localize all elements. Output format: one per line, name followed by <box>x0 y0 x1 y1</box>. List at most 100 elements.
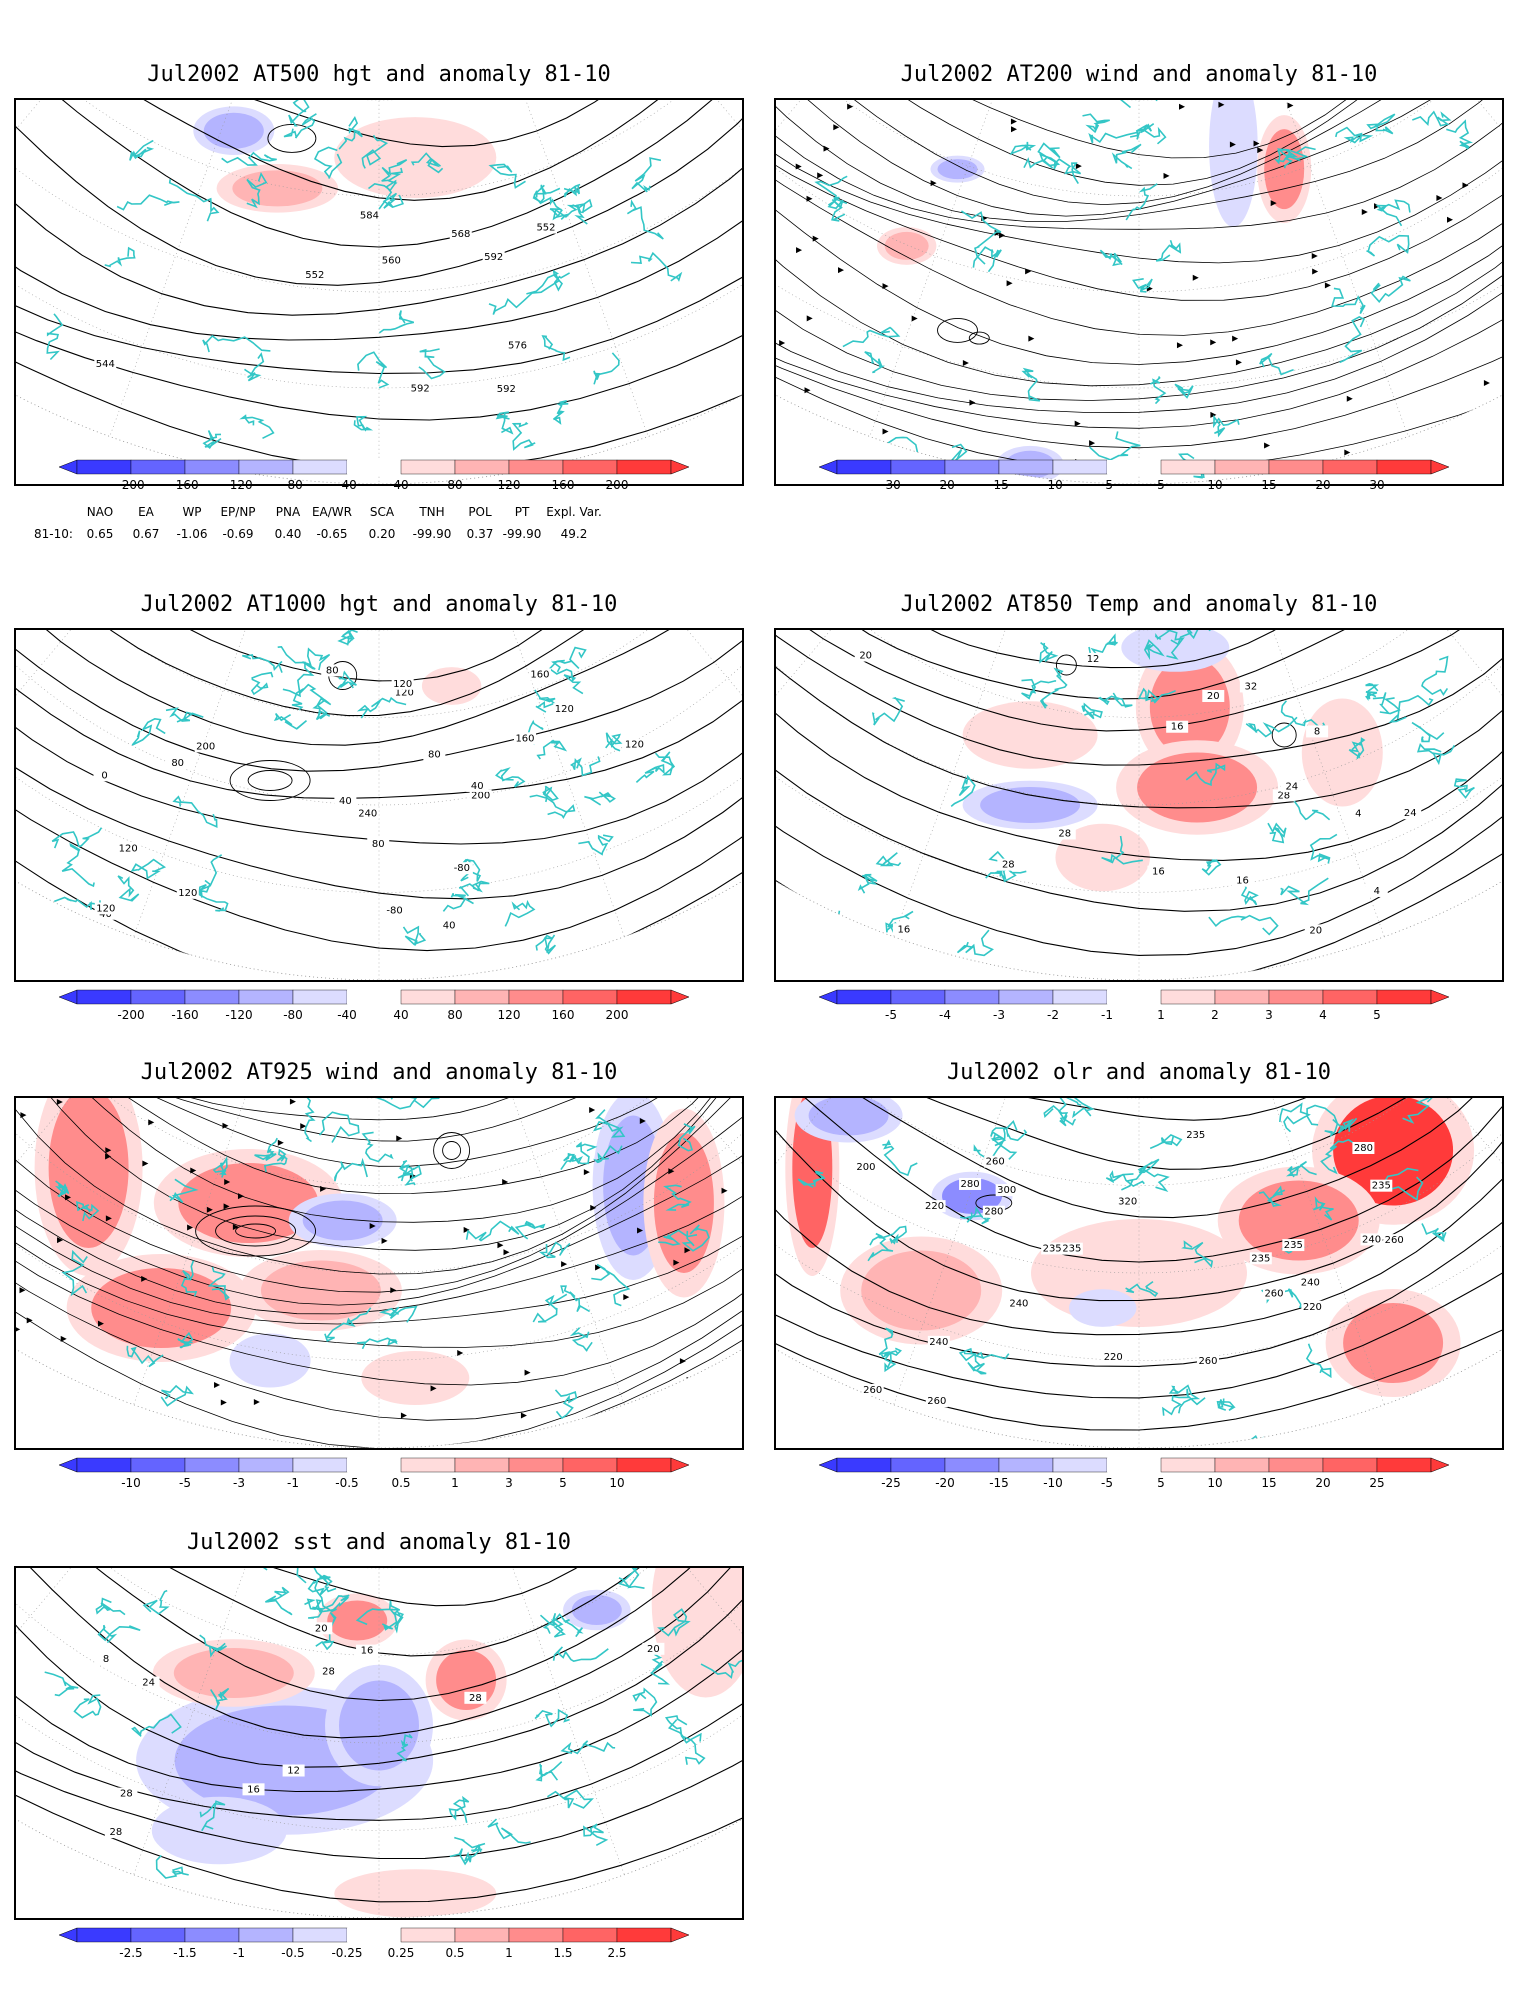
coastline <box>842 326 901 348</box>
coastline <box>1261 1288 1306 1308</box>
anomaly-shading <box>375 1358 456 1398</box>
coastline <box>569 1327 593 1352</box>
coastline <box>1332 1117 1358 1134</box>
contour-label-bg <box>984 1155 1007 1168</box>
coastline <box>1375 199 1411 227</box>
contour-label: 40 <box>339 796 352 807</box>
colorbar-segment <box>454 1927 510 1943</box>
coastline <box>592 1109 626 1138</box>
colorbar-segment <box>184 989 240 1005</box>
coastline <box>548 659 584 695</box>
coastline <box>960 210 1002 265</box>
colorbar-tick-label: 0.25 <box>388 1946 415 1960</box>
contour-label-bg <box>391 677 414 690</box>
contour-label-bg <box>383 904 406 917</box>
streamline-arrow <box>390 1287 397 1294</box>
coastline <box>635 764 665 783</box>
anomaly-shading <box>203 112 264 149</box>
colorbar-tick-label: 5 <box>1373 1008 1381 1022</box>
colorbar-segment <box>1268 989 1324 1005</box>
streamline-arrow <box>369 1222 376 1229</box>
panel-sst: Jul2002 sst and anomaly 81-10 8 12 16 16 20 2… <box>14 1528 744 1968</box>
contour-line <box>776 1098 1502 1302</box>
contour-label: 20 <box>647 1644 660 1655</box>
coastline <box>130 858 167 880</box>
contour-label-bg <box>115 1787 138 1800</box>
streamline-arrow <box>1344 449 1351 456</box>
contour-label: 40 <box>443 921 456 932</box>
colorbar-tick-label: 80 <box>447 478 462 492</box>
contour-label-bg <box>1365 884 1388 897</box>
contour-label-bg <box>513 732 536 745</box>
contour-line <box>16 1568 742 1607</box>
coastline <box>1446 119 1473 150</box>
coastline <box>239 414 275 440</box>
contour-label-bg <box>534 221 557 234</box>
coastline <box>535 1761 563 1782</box>
contour-line <box>16 1568 742 1739</box>
coastline <box>1132 278 1153 293</box>
coastline <box>1213 414 1240 438</box>
anomaly-shading <box>942 1178 1003 1214</box>
coastline <box>95 1597 126 1616</box>
coastline <box>263 1148 288 1172</box>
streamline-arrow <box>804 387 811 394</box>
contour-label: 235 <box>1062 1244 1081 1255</box>
colorbar-tick-label: 15 <box>1261 478 1276 492</box>
streamline-arrow <box>639 1118 646 1125</box>
latitude-circle <box>16 1098 742 1274</box>
contour-label: 120 <box>395 688 414 699</box>
colorbar-segment <box>347 460 401 474</box>
coastline <box>535 934 557 955</box>
colorbar-tick-label: 1 <box>451 1476 459 1490</box>
contour-label: 576 <box>508 340 527 351</box>
colorbar-segment <box>616 1927 672 1943</box>
streamline-arrow <box>105 1153 112 1160</box>
streamline-arrow <box>1447 216 1454 223</box>
contour-label: 40 <box>471 781 484 792</box>
colorbar-segment <box>1376 459 1432 475</box>
coastline <box>526 269 570 295</box>
contour-label: 260 <box>986 1157 1005 1168</box>
coastline <box>381 159 408 182</box>
coastline <box>1082 113 1110 134</box>
eof-value: 0.20 <box>368 527 395 541</box>
coastline <box>667 1719 706 1765</box>
contour-label-bg <box>1352 1141 1375 1154</box>
streamline-arrow <box>911 315 918 322</box>
contour-line <box>776 1098 1502 1263</box>
colorbar-segment <box>616 1457 672 1473</box>
coastline <box>250 671 274 696</box>
contour-line <box>776 630 1502 912</box>
coastline <box>378 310 415 334</box>
colorbar-tick-label: 0.5 <box>445 1946 464 1960</box>
streamline-arrow <box>277 1139 284 1146</box>
colorbar-tick-label: 1 <box>505 1946 513 1960</box>
contour-label: 16 <box>1152 867 1165 878</box>
coastline <box>549 204 582 221</box>
streamline-arrow <box>684 1247 691 1254</box>
colorbar-arrow-left <box>58 1457 78 1473</box>
contour-label-bg <box>449 228 472 241</box>
anomaly-shading <box>260 1260 381 1321</box>
colorbar-tick-label: -120 <box>225 478 252 492</box>
latitude-circle <box>776 100 1502 197</box>
contour-label-bg <box>380 254 403 267</box>
coastline <box>534 689 556 713</box>
coastline <box>591 1263 631 1307</box>
contour-label: 120 <box>393 679 412 690</box>
eof-value: -0.69 <box>222 527 253 541</box>
contour-label-bg <box>1282 1239 1305 1252</box>
contour-label-bg <box>367 838 390 851</box>
anomaly-shading <box>355 1875 476 1912</box>
colorbar-tick-label: 30 <box>1369 478 1384 492</box>
contour-label: 220 <box>1104 1352 1123 1363</box>
contour-label: 16 <box>361 1646 374 1657</box>
streamline-arrow <box>381 1237 388 1244</box>
colorbar-tick-label: 120 <box>498 478 521 492</box>
contour-closed <box>937 317 978 343</box>
coastline <box>180 1260 198 1297</box>
coastline <box>73 1694 102 1719</box>
streamline-arrow <box>590 1204 597 1211</box>
meridian <box>16 630 380 658</box>
